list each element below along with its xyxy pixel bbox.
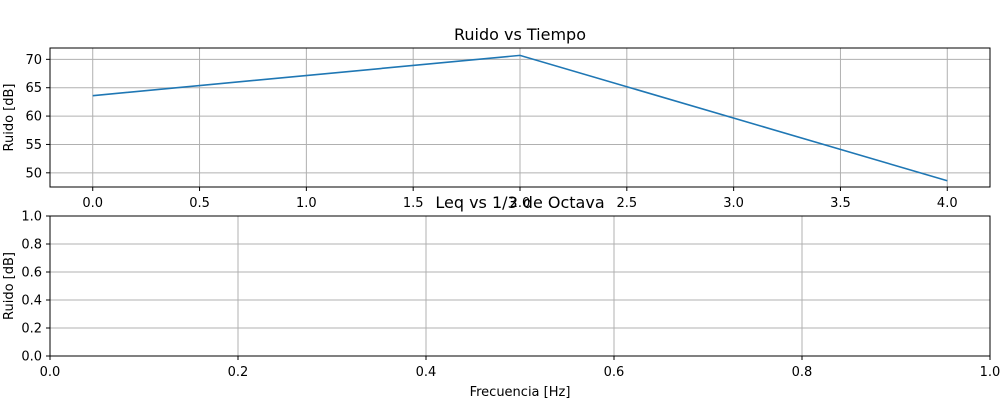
x-tick-label: 3.5: [830, 196, 851, 211]
y-tick-label: 0.0: [21, 350, 42, 365]
x-axis-label: Frecuencia [Hz]: [470, 385, 571, 400]
chart-leq-vs-octava: 0.0 0.2 0.4 0.6 0.8 1.0 0.0 0.2 0.4 0.6 0.8 1.0 Leq…: [2, 193, 1000, 400]
x-tick-label: 0.2: [228, 365, 249, 380]
ticks: 0.0 0.5 1.0 1.5 2.0 2.5 3.0 3.5 4.0 50 55 60 65 70: [25, 53, 957, 211]
x-tick-label: 0.4: [416, 365, 437, 380]
y-tick-label: 1.0: [21, 210, 42, 225]
y-tick-label: 55: [25, 138, 42, 153]
y-tick-label: 70: [25, 53, 42, 68]
y-tick-label: 0.8: [21, 238, 42, 253]
x-tick-label: 0.0: [40, 365, 61, 380]
y-tick-label: 0.6: [21, 266, 42, 281]
axes-frame: [49, 215, 991, 357]
grid: [49, 215, 991, 357]
x-tick-label: 0.0: [82, 196, 103, 211]
y-tick-label: 60: [25, 110, 42, 125]
chart-title: Leq vs 1/3 de Octava: [435, 193, 604, 212]
x-tick-label: 0.6: [604, 365, 625, 380]
y-axis-label: Ruido [dB]: [2, 84, 17, 152]
chart-title: Ruido vs Tiempo: [454, 25, 586, 44]
x-tick-label: 1.0: [980, 365, 1000, 380]
series-line: [92, 54, 948, 182]
x-tick-label: 2.0: [510, 196, 531, 211]
y-tick-label: 65: [25, 81, 42, 96]
y-tick-label: 0.2: [21, 322, 42, 337]
x-tick-label: 0.5: [189, 196, 210, 211]
x-tick-label: 3.0: [723, 196, 744, 211]
series-layer: [92, 54, 948, 182]
x-tick-label: 0.8: [792, 365, 813, 380]
grid: [50, 48, 990, 187]
x-tick-label: 2.5: [616, 196, 637, 211]
y-tick-label: 0.4: [21, 294, 42, 309]
x-tick-label: 4.0: [937, 196, 958, 211]
y-tick-label: 50: [25, 166, 42, 181]
ticks: 0.0 0.2 0.4 0.6 0.8 1.0 0.0 0.2 0.4 0.6 0.8 1.0: [21, 210, 1000, 381]
chart-ruido-vs-tiempo: 0.0 0.5 1.0 1.5 2.0 2.5 3.0 3.5 4.0 50 55 60 65 70 Ru…: [2, 25, 991, 211]
x-tick-label: 1.0: [296, 196, 317, 211]
y-axis-label: Ruido [dB]: [2, 252, 17, 320]
x-tick-label: 1.5: [403, 196, 424, 211]
